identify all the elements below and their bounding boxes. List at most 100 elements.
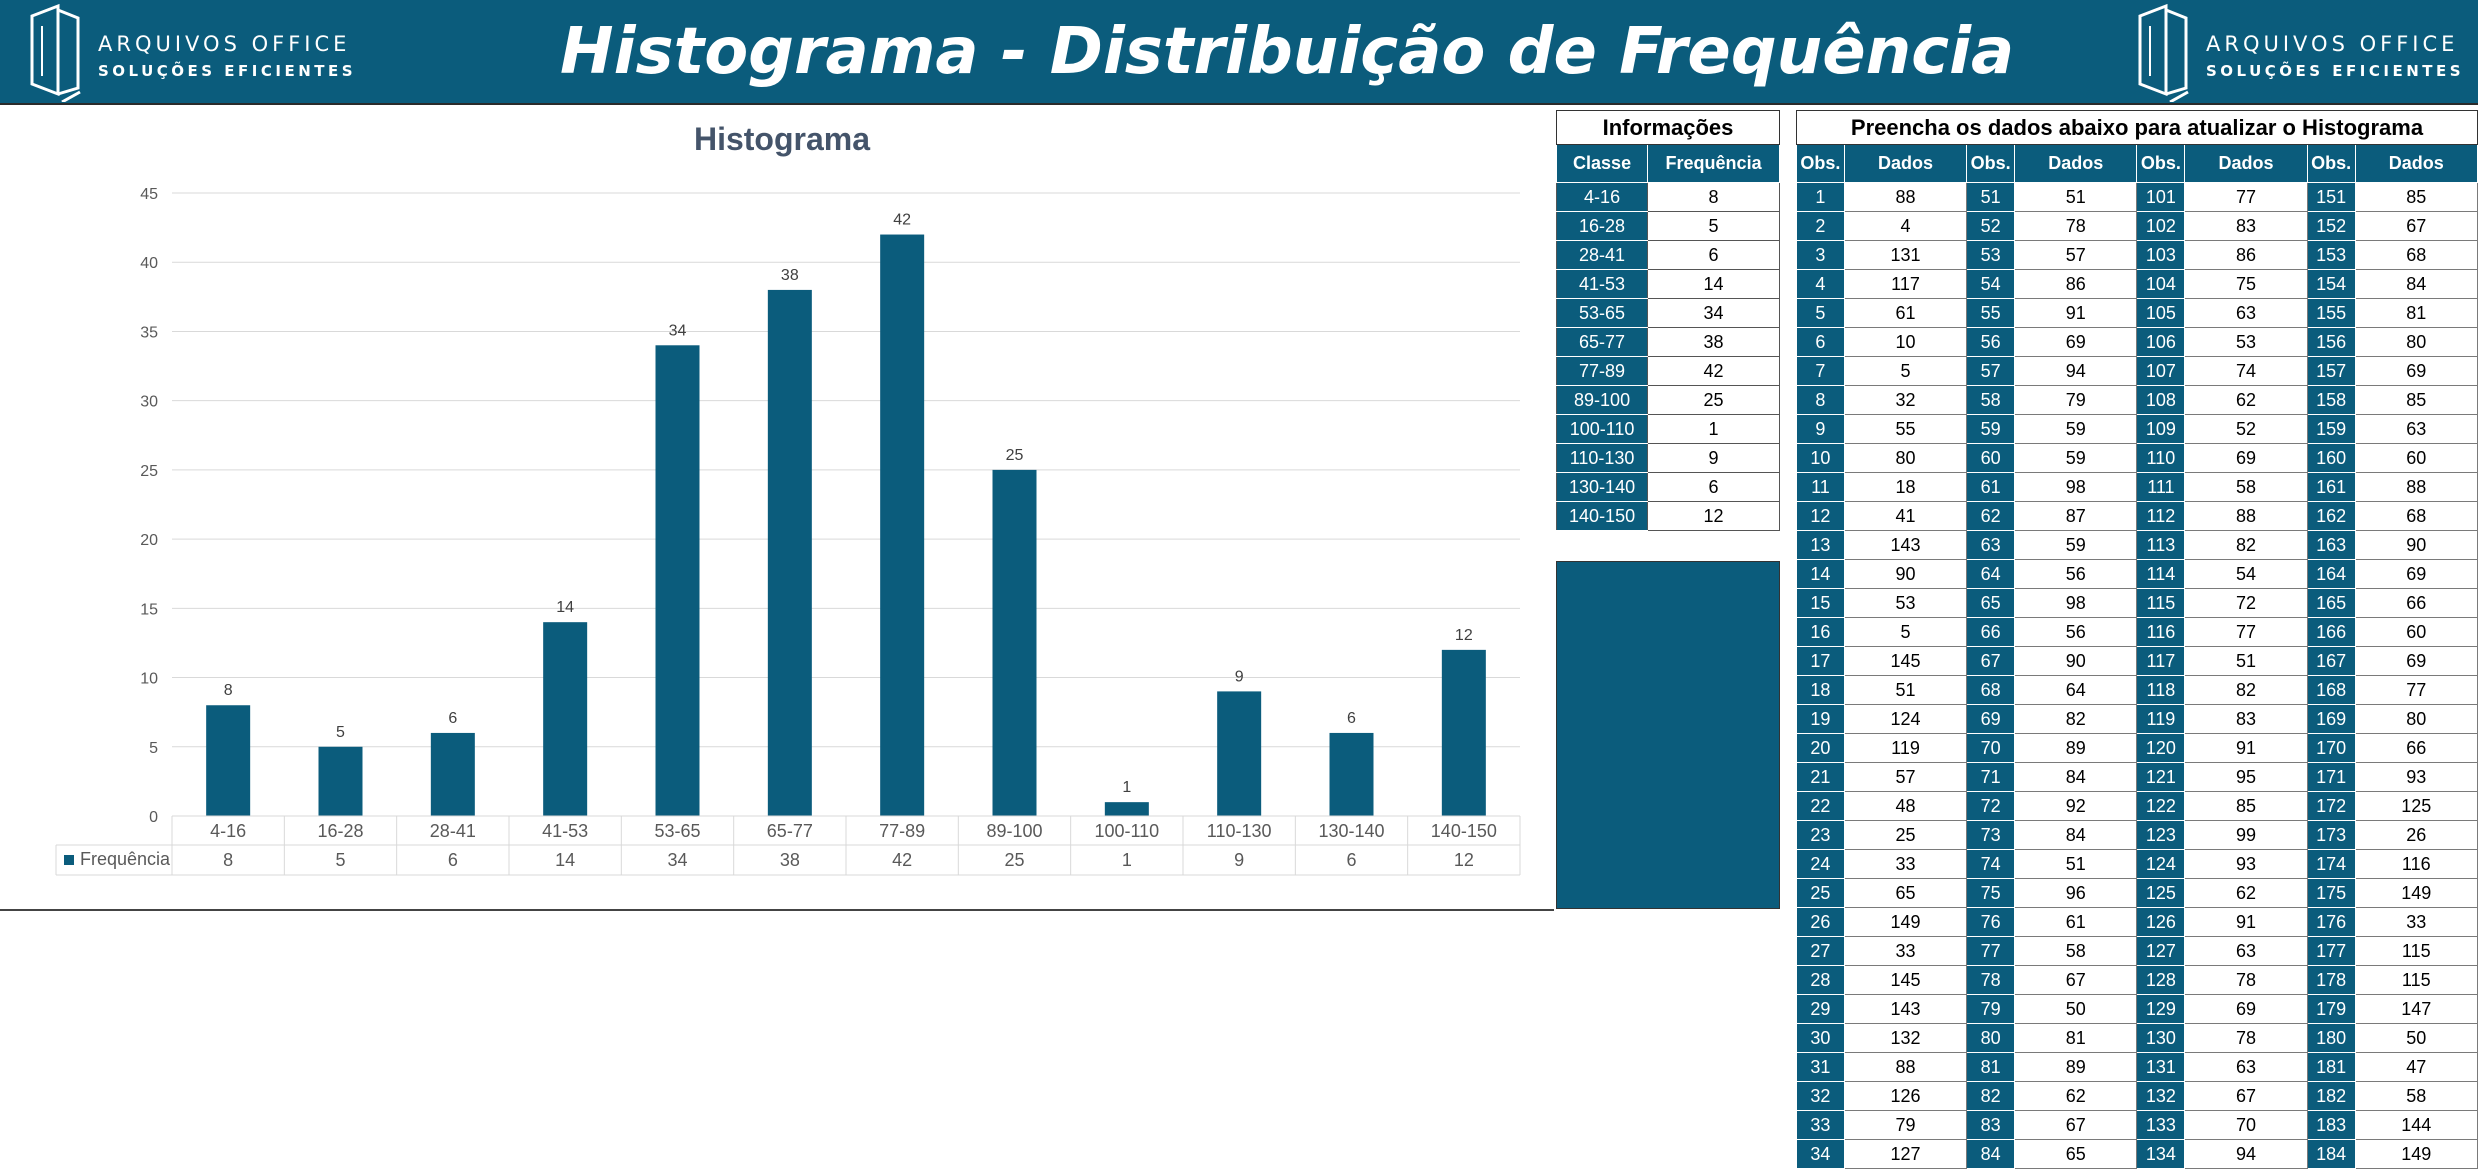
dados-cell[interactable]: 81: [2354, 298, 2478, 328]
dados-cell[interactable]: 65: [1843, 878, 1968, 908]
dados-cell[interactable]: 85: [2354, 385, 2478, 415]
dados-cell[interactable]: 64: [2014, 675, 2138, 705]
dados-cell[interactable]: 67: [2354, 211, 2478, 241]
dados-cell[interactable]: 115: [2354, 936, 2478, 966]
info-frequencia-cell[interactable]: 38: [1647, 327, 1780, 357]
dados-cell[interactable]: 86: [2014, 269, 2138, 299]
dados-cell[interactable]: 62: [2184, 385, 2308, 415]
dados-cell[interactable]: 85: [2354, 182, 2478, 212]
dados-cell[interactable]: 32: [1843, 385, 1968, 415]
dados-cell[interactable]: 125: [2354, 791, 2478, 821]
dados-cell[interactable]: 59: [2014, 443, 2138, 473]
dados-cell[interactable]: 65: [2014, 1139, 2138, 1169]
dados-cell[interactable]: 149: [1843, 907, 1968, 937]
dados-cell[interactable]: 87: [2014, 501, 2138, 531]
info-frequencia-cell[interactable]: 25: [1647, 385, 1780, 415]
dados-cell[interactable]: 84: [2014, 762, 2138, 792]
info-frequencia-cell[interactable]: 42: [1647, 356, 1780, 386]
dados-cell[interactable]: 72: [2184, 588, 2308, 618]
dados-cell[interactable]: 119: [1843, 733, 1968, 763]
dados-cell[interactable]: 63: [2184, 936, 2308, 966]
dados-cell[interactable]: 51: [2184, 646, 2308, 676]
histogram-chart[interactable]: Histograma 0 5 10 15 20 25 30 35 40 45 8 5 6 14 34 38 42 2…: [0, 105, 1554, 911]
dados-cell[interactable]: 33: [1843, 849, 1968, 879]
dados-cell[interactable]: 89: [2014, 733, 2138, 763]
dados-cell[interactable]: 131: [1843, 240, 1968, 270]
dados-cell[interactable]: 98: [2014, 588, 2138, 618]
dados-cell[interactable]: 79: [1843, 1110, 1968, 1140]
dados-cell[interactable]: 86: [2184, 240, 2308, 270]
dados-cell[interactable]: 78: [2184, 1023, 2308, 1053]
info-frequencia-cell[interactable]: 5: [1647, 211, 1780, 241]
dados-cell[interactable]: 61: [2014, 907, 2138, 937]
dados-cell[interactable]: 33: [1843, 936, 1968, 966]
dados-cell[interactable]: 60: [2354, 443, 2478, 473]
dados-cell[interactable]: 58: [2184, 472, 2308, 502]
dados-cell[interactable]: 90: [2354, 530, 2478, 560]
dados-cell[interactable]: 145: [1843, 646, 1968, 676]
dados-cell[interactable]: 67: [2014, 1110, 2138, 1140]
dados-cell[interactable]: 52: [2184, 414, 2308, 444]
dados-cell[interactable]: 83: [2184, 704, 2308, 734]
dados-cell[interactable]: 68: [2354, 240, 2478, 270]
dados-cell[interactable]: 56: [2014, 617, 2138, 647]
dados-cell[interactable]: 18: [1843, 472, 1968, 502]
dados-cell[interactable]: 124: [1843, 704, 1968, 734]
info-frequencia-cell[interactable]: 9: [1647, 443, 1780, 473]
dados-cell[interactable]: 89: [2014, 1052, 2138, 1082]
dados-cell[interactable]: 54: [2184, 559, 2308, 589]
dados-cell[interactable]: 77: [2354, 675, 2478, 705]
dados-cell[interactable]: 69: [2184, 443, 2308, 473]
dados-cell[interactable]: 98: [2014, 472, 2138, 502]
dados-cell[interactable]: 80: [2354, 327, 2478, 357]
dados-cell[interactable]: 99: [2184, 820, 2308, 850]
dados-cell[interactable]: 74: [2184, 356, 2308, 386]
dados-cell[interactable]: 58: [2354, 1081, 2478, 1111]
dados-cell[interactable]: 5: [1843, 356, 1968, 386]
dados-cell[interactable]: 149: [2354, 1139, 2478, 1169]
info-frequencia-cell[interactable]: 6: [1647, 472, 1780, 502]
dados-cell[interactable]: 60: [2354, 617, 2478, 647]
info-frequencia-cell[interactable]: 8: [1647, 182, 1780, 212]
info-frequencia-cell[interactable]: 1: [1647, 414, 1780, 444]
dados-cell[interactable]: 66: [2354, 588, 2478, 618]
dados-cell[interactable]: 94: [2184, 1139, 2308, 1169]
dados-cell[interactable]: 90: [2014, 646, 2138, 676]
dados-cell[interactable]: 78: [2184, 965, 2308, 995]
dados-cell[interactable]: 69: [2354, 356, 2478, 386]
dados-cell[interactable]: 33: [2354, 907, 2478, 937]
dados-cell[interactable]: 5: [1843, 617, 1968, 647]
dados-cell[interactable]: 80: [2354, 704, 2478, 734]
dados-cell[interactable]: 77: [2184, 617, 2308, 647]
info-frequencia-cell[interactable]: 12: [1647, 501, 1780, 531]
dados-cell[interactable]: 143: [1843, 994, 1968, 1024]
dados-cell[interactable]: 149: [2354, 878, 2478, 908]
dados-cell[interactable]: 116: [2354, 849, 2478, 879]
dados-cell[interactable]: 91: [2184, 733, 2308, 763]
dados-cell[interactable]: 84: [2354, 269, 2478, 299]
dados-cell[interactable]: 143: [1843, 530, 1968, 560]
dados-cell[interactable]: 83: [2184, 211, 2308, 241]
dados-cell[interactable]: 81: [2014, 1023, 2138, 1053]
dados-cell[interactable]: 41: [1843, 501, 1968, 531]
dados-cell[interactable]: 62: [2014, 1081, 2138, 1111]
dados-cell[interactable]: 63: [2184, 298, 2308, 328]
dados-cell[interactable]: 53: [2184, 327, 2308, 357]
dados-cell[interactable]: 47: [2354, 1052, 2478, 1082]
dados-cell[interactable]: 58: [2014, 936, 2138, 966]
dados-cell[interactable]: 132: [1843, 1023, 1968, 1053]
dados-cell[interactable]: 51: [1843, 675, 1968, 705]
dados-cell[interactable]: 79: [2014, 385, 2138, 415]
dados-cell[interactable]: 80: [1843, 443, 1968, 473]
dados-cell[interactable]: 51: [2014, 182, 2138, 212]
dados-cell[interactable]: 63: [2354, 414, 2478, 444]
dados-cell[interactable]: 93: [2354, 762, 2478, 792]
dados-cell[interactable]: 82: [2184, 530, 2308, 560]
dados-cell[interactable]: 84: [2014, 820, 2138, 850]
dados-cell[interactable]: 93: [2184, 849, 2308, 879]
dados-cell[interactable]: 66: [2354, 733, 2478, 763]
dados-cell[interactable]: 117: [1843, 269, 1968, 299]
dados-cell[interactable]: 51: [2014, 849, 2138, 879]
dados-cell[interactable]: 26: [2354, 820, 2478, 850]
dados-cell[interactable]: 48: [1843, 791, 1968, 821]
